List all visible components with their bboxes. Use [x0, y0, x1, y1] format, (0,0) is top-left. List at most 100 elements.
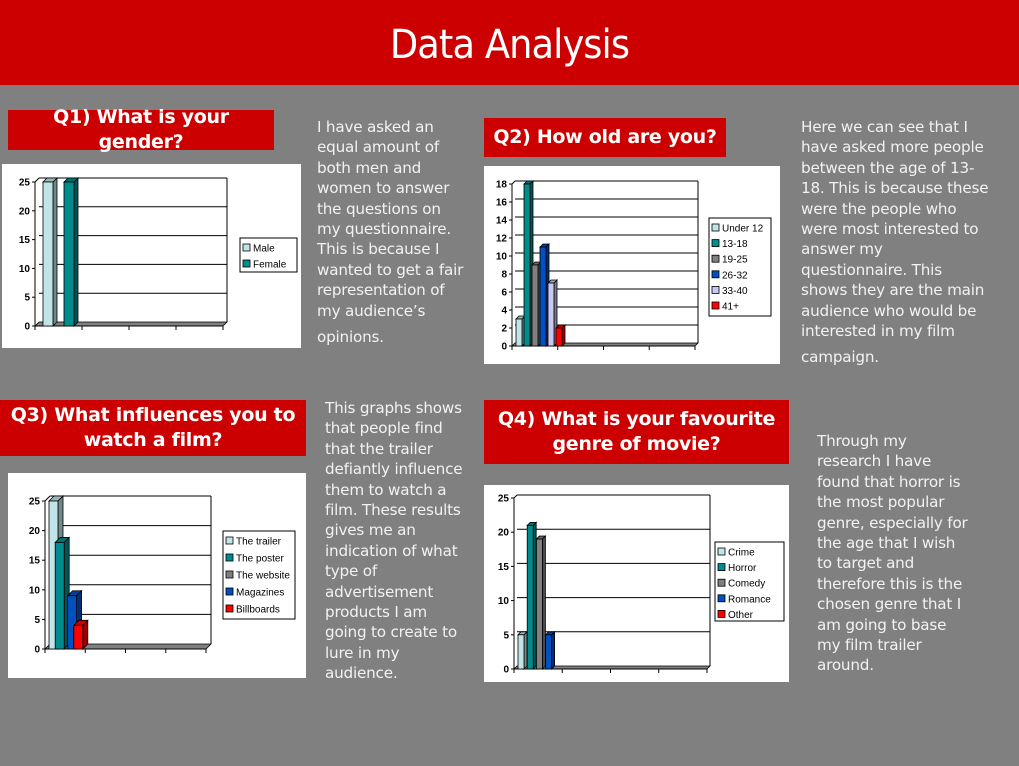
bar-33-40 [547, 279, 558, 347]
y-tick-label: 25 [19, 178, 31, 189]
legend-label: Crime [728, 548, 755, 559]
legend-item: 41+ [711, 301, 739, 313]
legend-swatch [717, 594, 726, 603]
paragraph-line: therefore this is the [817, 574, 963, 593]
header-banner: Data Analysis [0, 0, 1019, 85]
legend-swatch [711, 286, 720, 294]
legend-swatch [225, 553, 234, 562]
paragraph-line: my questionnaire. [317, 220, 452, 239]
paragraph-line: found that horror is [817, 472, 961, 491]
paragraph-line: chosen genre that I [817, 595, 962, 614]
paragraph-line: genre, especially for [817, 513, 968, 532]
y-tick-label: 20 [19, 206, 31, 217]
y-tick-label: 25 [498, 494, 510, 505]
plot-area: 0 5 10 15 20 25 [19, 177, 228, 333]
q3-paragraph: This graphs shows that people find that th… [325, 398, 475, 684]
q4-title: Q4) What is your favourite genre of movi… [484, 400, 789, 464]
chart-legend: Under 12 13-18 19-25 26-32 33-40 41+ [708, 217, 772, 317]
paragraph-line: the age that I wish [817, 534, 956, 553]
y-tick-label: 12 [496, 234, 508, 245]
q3-title-line-2: watch a film? [83, 429, 223, 451]
legend-swatch [711, 301, 720, 310]
paragraph-line: film. These results [325, 501, 461, 520]
y-tick-label: 10 [496, 252, 508, 263]
legend-swatch [717, 610, 726, 618]
legend-label: The website [236, 571, 290, 582]
y-tick-label: 10 [498, 596, 510, 607]
paragraph-line: gives me an [325, 521, 416, 540]
legend-swatch [225, 587, 234, 596]
bar-billboards [72, 619, 89, 650]
q3-paragraph-lines: This graphs shows that people find that th… [325, 398, 475, 684]
bar-male [42, 177, 58, 327]
q4-title-line-2: genre of movie? [552, 433, 721, 455]
legend-label: 41+ [722, 302, 739, 313]
q2-chart: 0 2 4 6 8 10 12 14 16 18 Under 12 13-18 19-25 26-32 33… [484, 166, 780, 364]
legend-swatch [717, 578, 726, 587]
y-tick-label: 14 [496, 216, 508, 227]
legend-item: Magazines [225, 587, 284, 599]
legend-item: Under 12 [711, 224, 764, 235]
legend-swatch [711, 239, 720, 247]
q2-title-text: Q2) How old are you? [493, 126, 717, 148]
y-tick-label: 0 [34, 645, 40, 656]
y-tick-label: 2 [501, 324, 507, 335]
legend-label: 13-18 [722, 239, 748, 250]
paragraph-line: advertisement [325, 582, 434, 601]
q3-chart-svg: 0 5 10 15 20 25 The trailer The poster The websi… [29, 495, 296, 656]
legend-swatch [242, 259, 251, 268]
q4-paragraph-lines: Through my research I have found that horr… [817, 431, 997, 676]
legend-swatch [225, 570, 234, 579]
q1-title: Q1) What is your gender? [8, 106, 274, 153]
legend-item: Romance [717, 594, 771, 605]
y-tick-label: 4 [501, 306, 507, 317]
paragraph-line: interested in my film [801, 322, 955, 341]
paragraph-line: This graphs shows [325, 399, 462, 417]
paragraph-line: them to watch a [325, 480, 447, 499]
paragraph-line: type of [325, 562, 377, 581]
paragraph-line: defiantly influence [325, 460, 463, 479]
y-tick-label: 0 [24, 322, 30, 333]
paragraph-line: opinions. [317, 328, 384, 347]
paragraph-line: I have asked an [317, 118, 434, 136]
bar-the-poster [54, 536, 71, 650]
q2-paragraph: Here we can see that I have asked more pe… [801, 117, 1016, 368]
y-tick-label: 5 [34, 615, 40, 626]
paragraph-line: 18. This is because these [801, 179, 989, 198]
bar-horror [526, 521, 538, 670]
legend-label: 26-32 [722, 270, 748, 281]
paragraph-line: lure in my [325, 643, 400, 662]
paragraph-line: my audience’s [317, 301, 426, 320]
chart-legend: Male Female [239, 237, 298, 273]
legend-swatch [717, 563, 726, 571]
y-tick-label: 5 [24, 293, 30, 304]
y-tick-label: 15 [498, 562, 510, 573]
paragraph-line: wanted to get a fair [317, 260, 464, 279]
paragraph-line: am going to base [817, 615, 947, 634]
plot-area: 0 5 10 15 20 25 [498, 494, 711, 676]
legend-label: Under 12 [722, 224, 764, 235]
q1-chart-svg: 0 5 10 15 20 25 Male Female [19, 177, 298, 333]
paragraph-line: have asked more people [801, 138, 984, 157]
q1-paragraph-lines: I have asked an equal amount of both men a… [317, 117, 477, 347]
paragraph-line: women to answer [317, 179, 450, 198]
paragraph-line: the questions on [317, 199, 441, 218]
paragraph-line: to target and [817, 554, 915, 573]
paragraph-line: that the trailer [325, 439, 433, 458]
q3-title-line-1: Q3) What influences you to [10, 404, 296, 426]
y-tick-label: 0 [501, 342, 507, 353]
legend-label: The trailer [236, 537, 282, 548]
legend-item: 26-32 [711, 270, 748, 281]
q3-title: Q3) What influences you to watch a film? [0, 400, 306, 456]
legend-label: Horror [728, 563, 757, 574]
legend-swatch [711, 254, 720, 263]
legend-label: Magazines [236, 588, 284, 599]
legend-label: Billboards [236, 605, 280, 616]
legend-item: Male [242, 244, 275, 255]
y-tick-label: 0 [503, 665, 509, 676]
bar-crime [517, 630, 528, 670]
bar-romance [544, 630, 556, 670]
q2-chart-svg: 0 2 4 6 8 10 12 14 16 18 Under 12 13-18 19-25 26-32 33… [496, 180, 772, 353]
legend-item: Horror [717, 563, 757, 574]
q4-chart-svg: 0 5 10 15 20 25 Crime Horror Comedy Romance Other [498, 494, 785, 676]
